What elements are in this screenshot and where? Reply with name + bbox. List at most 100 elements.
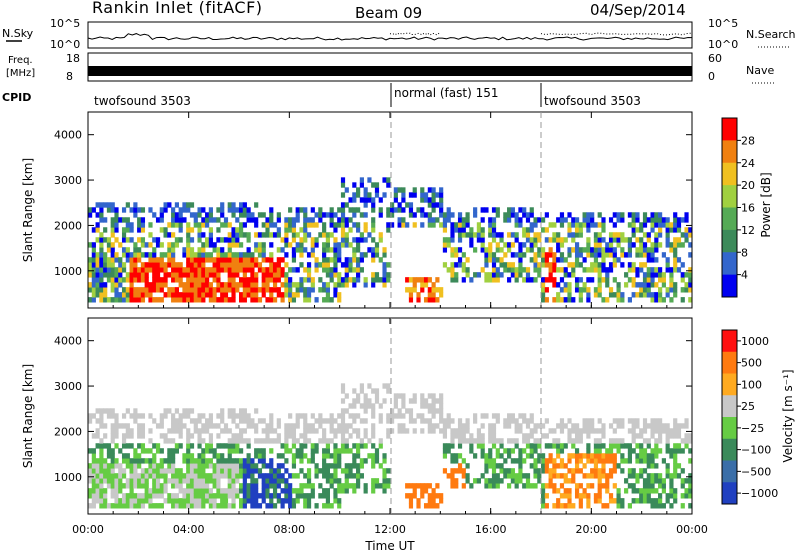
power-cell: [163, 282, 168, 288]
power-cell: [688, 232, 693, 238]
velocity-cell: [220, 413, 225, 419]
power-cell: [514, 267, 519, 273]
velocity-cell: [197, 463, 202, 469]
power-cell: [325, 237, 330, 243]
power-cell: [231, 287, 236, 293]
power-cell: [242, 272, 247, 278]
power-cell: [174, 262, 179, 268]
velocity-cell: [88, 468, 93, 474]
velocity-cell: [450, 428, 455, 434]
velocity-cell: [480, 473, 485, 479]
power-cell: [171, 242, 176, 248]
velocity-cell: [103, 498, 108, 504]
power-cell: [212, 242, 217, 248]
power-cell: [299, 282, 304, 288]
velocity-cell: [208, 458, 213, 464]
velocity-cell: [299, 458, 304, 464]
velocity-cell: [620, 443, 625, 449]
power-cell: [431, 192, 436, 198]
power-cell: [491, 262, 497, 268]
power-cell: [590, 222, 595, 228]
power-cell: [171, 272, 176, 278]
power-cell: [223, 262, 229, 268]
velocity-cell: [103, 478, 108, 484]
power-cell: [208, 267, 213, 273]
power-ytick-label-2: 3000: [54, 174, 82, 187]
velocity-cell: [333, 433, 338, 439]
power-cell: [371, 277, 376, 283]
velocity-cell: [212, 478, 217, 484]
power-cell: [306, 217, 312, 223]
velocity-cell: [397, 423, 402, 429]
velocity-cell: [522, 448, 527, 454]
velocity-cell: [439, 418, 444, 424]
power-cell: [114, 252, 119, 258]
power-cell: [91, 297, 96, 303]
velocity-cell: [103, 433, 108, 439]
velocity-cell: [106, 448, 112, 454]
power-cell: [91, 267, 96, 273]
velocity-cell: [574, 458, 580, 464]
power-cell: [265, 267, 270, 273]
power-cell: [639, 262, 644, 268]
power-cell: [325, 292, 330, 298]
velocity-cell: [420, 413, 425, 419]
power-cell: [325, 257, 330, 263]
power-cell: [461, 227, 466, 233]
velocity-cell: [299, 468, 304, 474]
velocity-cell: [186, 433, 191, 439]
velocity-cell: [495, 418, 500, 424]
power-cell: [159, 227, 164, 233]
power-cell: [454, 227, 459, 233]
power-cell: [469, 277, 474, 283]
power-cell: [435, 287, 440, 293]
power-cell: [295, 267, 300, 273]
velocity-cell: [344, 468, 349, 474]
velocity-cell: [676, 463, 682, 469]
velocity-cell: [616, 418, 621, 424]
velocity-cell: [408, 483, 414, 489]
velocity-cell: [624, 478, 629, 484]
velocity-cell: [529, 418, 534, 424]
velocity-cell: [408, 493, 414, 499]
power-cell: [88, 242, 93, 248]
power-cell: [201, 232, 206, 238]
power-cell: [378, 207, 383, 213]
velocity-cell: [231, 463, 236, 469]
velocity-cell: [654, 463, 659, 469]
power-cell: [329, 272, 334, 278]
power-cell: [140, 267, 146, 273]
velocity-cell: [95, 433, 100, 439]
power-cell: [212, 262, 217, 268]
velocity-cell: [491, 478, 497, 484]
velocity-cell: [344, 478, 349, 484]
power-cell: [231, 297, 236, 303]
velocity-cell: [654, 503, 659, 509]
velocity-cell: [171, 463, 176, 469]
power-cell: [171, 232, 176, 238]
velocity-cell: [201, 438, 206, 444]
power-cell: [220, 212, 225, 218]
velocity-cell: [201, 463, 206, 469]
power-cell: [488, 247, 493, 253]
power-cell: [306, 222, 312, 228]
velocity-cell: [284, 448, 289, 454]
power-cell: [386, 272, 391, 278]
velocity-cell: [491, 473, 497, 479]
velocity-cell: [352, 473, 357, 479]
power-cell: [541, 252, 546, 258]
velocity-cell: [201, 503, 206, 509]
power-cell: [646, 277, 651, 283]
velocity-cell: [344, 483, 349, 489]
power-cell: [635, 212, 640, 218]
power-cell: [261, 242, 266, 248]
velocity-cell: [688, 493, 693, 499]
velocity-cell: [491, 483, 497, 489]
velocity-cell: [616, 438, 621, 444]
power-cell: [597, 242, 602, 248]
power-cell: [348, 277, 353, 283]
power-cell: [189, 292, 195, 298]
velocity-cell: [246, 498, 251, 504]
power-cell: [205, 242, 210, 248]
velocity-cell: [525, 473, 531, 479]
